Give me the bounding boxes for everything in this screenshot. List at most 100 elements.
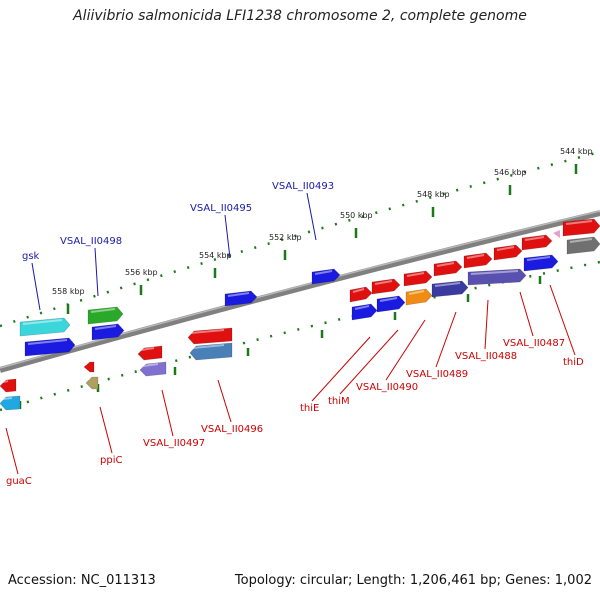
gene-feature — [523, 254, 559, 272]
gene-feature — [0, 378, 17, 393]
reverse-gene-label: thiD — [563, 357, 584, 368]
scale-label: 546 kbp — [494, 168, 527, 177]
gene-feature-shine — [2, 380, 9, 383]
gene-feature — [371, 278, 401, 295]
gene-feature-shine — [2, 397, 13, 400]
inner-scale-arc — [0, 260, 600, 412]
scale-label: 558 kbp — [52, 287, 85, 296]
gene-feature-shine — [354, 305, 370, 310]
leader-line — [311, 336, 371, 402]
forward-gene-label: VSAL_II0495 — [190, 203, 252, 214]
gene-feature — [376, 295, 406, 313]
reverse-gene-label: VSAL_II0487 — [503, 338, 565, 349]
gene-feature-shine — [569, 238, 593, 243]
backbone-highlight — [0, 210, 600, 369]
scale-label: 556 kbp — [125, 268, 158, 277]
gene-feature — [562, 218, 600, 237]
scale-label: 552 kbp — [269, 233, 302, 242]
gene-feature-shine — [22, 319, 63, 325]
reverse-gene-label: VSAL_II0488 — [455, 351, 517, 362]
forward-gene-label: VSAL_II0498 — [60, 236, 122, 247]
gene-feature — [87, 306, 124, 325]
reverse-gene-label: VSAL_II0490 — [356, 382, 418, 393]
small-feature — [553, 230, 560, 238]
reverse-gene-label: ppiC — [100, 455, 122, 466]
gene-feature — [224, 290, 258, 307]
gene-feature — [19, 317, 71, 337]
leader-line — [385, 319, 426, 381]
gene-feature-shine — [227, 292, 250, 297]
gene-feature — [433, 260, 463, 277]
gene-feature — [24, 337, 76, 357]
reverse-gene-label: thiE — [300, 403, 319, 414]
leader-line — [519, 291, 534, 337]
gene-feature-shine — [27, 339, 68, 345]
reverse-gene-label: thiM — [328, 396, 350, 407]
gene-feature — [521, 234, 553, 251]
gene-feature-shine — [466, 254, 485, 259]
gene-feature — [85, 376, 99, 390]
leader-line — [224, 214, 231, 259]
gene-feature — [311, 268, 341, 285]
backbone-arc — [0, 210, 600, 373]
gene-feature-shine — [436, 262, 455, 267]
gene-feature-shine — [142, 363, 159, 367]
gene-feature-shine — [408, 290, 425, 295]
scale-label: 548 kbp — [417, 190, 450, 199]
gene-feature — [137, 345, 163, 361]
reverse-gene-label: VSAL_II0496 — [201, 424, 263, 435]
reverse-gene-label: VSAL_II0497 — [143, 438, 205, 449]
gene-feature — [139, 361, 167, 377]
gene-feature — [351, 303, 378, 321]
gene-feature-shine — [434, 282, 461, 287]
gene-feature-shine — [379, 297, 398, 302]
gene-feature-shine — [352, 288, 365, 293]
gene-feature — [91, 323, 125, 341]
gene-feature-shine — [374, 280, 393, 285]
leader-line — [99, 406, 113, 454]
gene-feature — [467, 268, 527, 286]
gene-feature — [566, 236, 600, 255]
forward-gene-label: VSAL_II0493 — [272, 181, 334, 192]
leader-line — [5, 427, 19, 475]
gene-feature-shine — [526, 256, 551, 261]
gene-feature-shine — [524, 236, 545, 241]
gene-feature — [187, 327, 233, 345]
gene-feature — [403, 270, 433, 287]
leader-line — [435, 311, 457, 368]
leader-line — [339, 329, 399, 395]
scale-label: 544 kbp — [560, 147, 593, 156]
gene-feature-shine — [94, 325, 117, 330]
gene-feature-shine — [90, 308, 116, 313]
gene-feature-shine — [470, 270, 519, 275]
gene-feature-shine — [192, 344, 225, 349]
gene-feature — [349, 286, 373, 303]
forward-gene-label: gsk — [22, 251, 40, 262]
accession-label: Accession: NC_011313 — [8, 573, 156, 588]
topology-summary: Topology: circular; Length: 1,206,461 bp… — [234, 573, 592, 588]
gene-feature-shine — [406, 272, 425, 277]
gene-feature — [83, 361, 95, 373]
reverse-gene-label: guaC — [6, 476, 32, 487]
gene-feature — [189, 342, 233, 361]
leader-line — [217, 379, 232, 423]
leader-line — [484, 299, 489, 350]
reverse-gene-label: VSAL_II0489 — [406, 369, 468, 380]
gene-feature-shine — [190, 329, 225, 334]
scale-label: 550 kbp — [340, 211, 373, 220]
map-title: Aliivibrio salmonicida LFI1238 chromosom… — [73, 8, 527, 24]
gene-feature-shine — [140, 347, 155, 351]
leader-line — [94, 247, 99, 297]
leader-line — [161, 389, 174, 437]
gene-feature — [0, 395, 21, 411]
leader-line — [306, 192, 317, 241]
gene-feature-shine — [496, 246, 515, 251]
gene-feature-shine — [314, 270, 333, 275]
leader-line — [31, 262, 41, 311]
gene-feature-shine — [565, 220, 593, 225]
leader-line — [549, 284, 576, 356]
gene-feature — [493, 244, 523, 261]
scale-label: 554 kbp — [199, 251, 232, 260]
gene-feature — [405, 288, 433, 306]
